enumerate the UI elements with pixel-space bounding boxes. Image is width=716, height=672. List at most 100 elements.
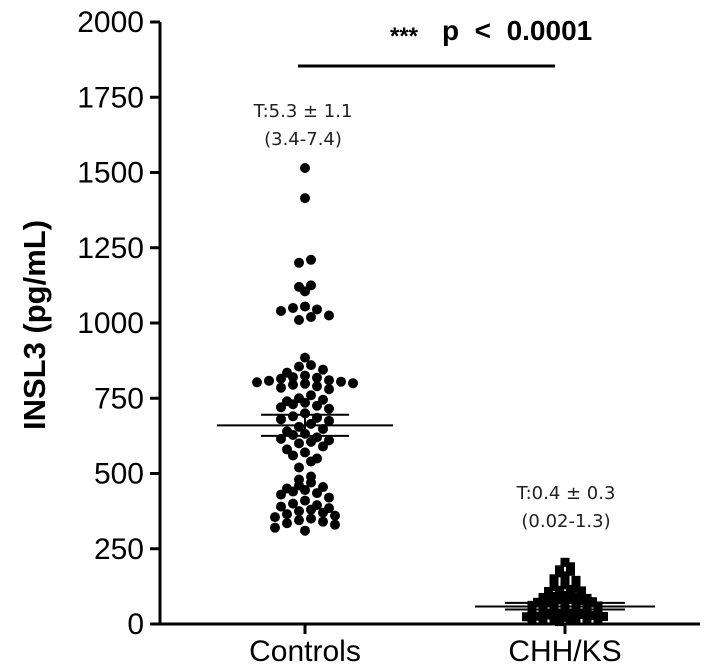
data-point: [533, 611, 542, 621]
data-point: [599, 611, 608, 621]
data-point: [566, 566, 575, 576]
data-point: [318, 423, 328, 434]
data-point: [300, 525, 310, 536]
data-point: [555, 595, 564, 605]
data-point: [282, 483, 292, 494]
data-point: [571, 583, 581, 593]
data-point: [318, 516, 328, 527]
y-tick-label: 250: [94, 533, 144, 566]
data-point: [566, 562, 575, 572]
data-point: [560, 577, 570, 587]
data-point: [549, 591, 559, 601]
data-point: [306, 280, 316, 291]
data-point: [538, 593, 548, 603]
data-point: [294, 393, 304, 404]
data-point: [577, 596, 586, 606]
mean-sem-bars: [217, 413, 655, 611]
data-point: [348, 378, 358, 389]
data-point: [294, 462, 304, 473]
data-point: [560, 612, 570, 622]
y-tick-label: 0: [127, 608, 144, 641]
data-point: [324, 503, 334, 514]
data-point: [544, 586, 553, 596]
data-point: [577, 586, 586, 596]
data-point: [294, 257, 304, 268]
data-point: [306, 471, 316, 482]
data-point: [294, 314, 304, 325]
data-point: [318, 364, 328, 375]
data-point: [566, 584, 575, 594]
data-point: [264, 375, 274, 386]
y-tick-label: 1500: [77, 157, 144, 190]
data-point: [270, 522, 280, 533]
y-tick-label: 750: [94, 382, 144, 415]
data-point: [300, 352, 310, 363]
data-point: [276, 382, 286, 393]
data-point: [560, 557, 570, 567]
data-point: [588, 611, 597, 621]
data-point: [318, 394, 328, 405]
y-tick-label: 2000: [77, 6, 144, 39]
data-point: [312, 453, 322, 464]
data-point: [294, 421, 304, 432]
data-point: [276, 305, 286, 316]
data-point: [571, 614, 581, 624]
y-tick-label: 1000: [77, 307, 144, 340]
annotation-line1: T:0.4 ± 0.3: [516, 483, 616, 504]
data-point: [300, 378, 310, 389]
data-point: [324, 403, 334, 414]
data-point: [306, 513, 316, 524]
y-axis: 0 250 500 750 1000 1250 1500 1750 2000: [77, 6, 162, 641]
data-point: [560, 571, 570, 581]
data-point: [252, 377, 262, 388]
data-point: [549, 613, 559, 623]
data-point: [571, 599, 581, 609]
y-axis-label: INSL3 (pg/mL): [17, 220, 52, 430]
data-point: [324, 384, 334, 395]
data-points: [252, 162, 608, 627]
data-point: [282, 509, 292, 520]
data-point: [527, 600, 537, 610]
data-point: [549, 574, 559, 584]
data-point: [336, 376, 346, 387]
data-point: [538, 614, 548, 624]
data-point: [288, 498, 298, 509]
data-point: [330, 519, 340, 530]
data-point: [522, 612, 531, 622]
data-point: [593, 615, 603, 625]
data-point: [276, 414, 286, 425]
data-point: [282, 396, 292, 407]
data-point: [571, 592, 581, 602]
data-point: [538, 599, 548, 609]
data-point: [300, 447, 310, 458]
significance-p-value: p < 0.0001: [442, 15, 592, 46]
data-point: [324, 492, 334, 503]
data-point: [282, 426, 292, 437]
annotation-line2: (3.4-7.4): [264, 129, 342, 150]
x-axis: Controls CHH/KS: [160, 622, 700, 668]
annotations: T:5.3 ± 1.1 (3.4-7.4) T:0.4 ± 0.3 (0.02-1.3…: [253, 101, 616, 532]
data-point: [294, 506, 304, 517]
data-point: [294, 438, 304, 449]
y-tick-label: 1250: [77, 232, 144, 265]
data-point: [306, 360, 316, 371]
data-point: [306, 311, 316, 322]
data-point: [306, 390, 316, 401]
data-point: [555, 609, 564, 619]
data-point: [555, 585, 564, 595]
data-point: [566, 608, 575, 618]
data-point: [288, 302, 298, 313]
y-tick-label: 1750: [77, 81, 144, 114]
data-point: [549, 581, 559, 591]
data-point: [270, 512, 280, 523]
data-point: [582, 600, 592, 610]
data-point: [544, 610, 553, 620]
data-point: [306, 254, 316, 265]
data-point: [282, 444, 292, 455]
data-point: [588, 597, 597, 607]
data-point: [312, 372, 322, 383]
data-point: [294, 281, 304, 292]
data-point: [555, 565, 564, 575]
data-point: [324, 415, 334, 426]
data-point: [544, 596, 553, 606]
